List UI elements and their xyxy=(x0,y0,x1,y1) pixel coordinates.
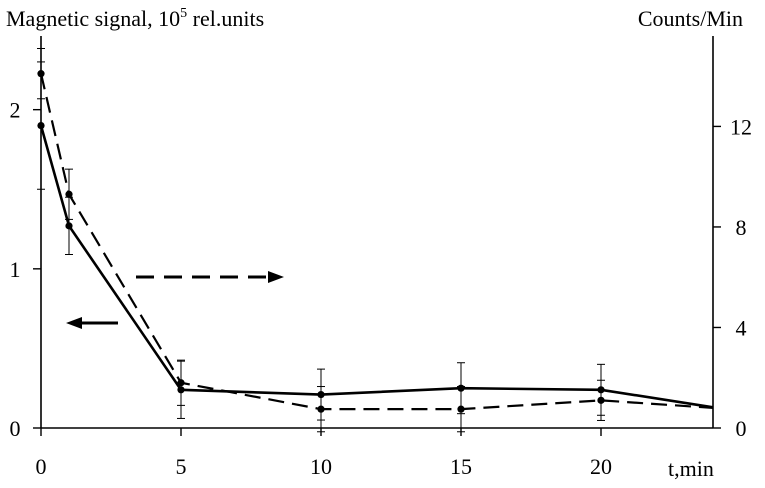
x-tick-label-0: 0 xyxy=(36,454,47,479)
y-left-tick-label-2: 2 xyxy=(10,98,21,123)
y-right-tick-label-12: 12 xyxy=(730,114,752,139)
y-right-tick-label-8: 8 xyxy=(736,215,747,240)
dashed-arrow-head xyxy=(268,271,284,283)
y-right-tick-label-0: 0 xyxy=(736,416,747,441)
series-layer xyxy=(37,48,714,433)
data-point xyxy=(37,70,45,78)
series-line-2-dashed xyxy=(39,73,714,411)
y-left-tick-label-0: 0 xyxy=(10,416,21,441)
x-tick-label-20: 20 xyxy=(590,454,612,479)
data-point xyxy=(65,190,73,198)
y-axis-left-label: Magnetic signal, 105 rel.units xyxy=(6,6,265,31)
series-line-1-solid xyxy=(39,125,714,409)
annotations xyxy=(66,271,284,329)
data-point xyxy=(65,222,73,230)
data-point xyxy=(37,121,45,130)
x-tick-label-5: 5 xyxy=(176,454,187,479)
data-point xyxy=(597,396,605,404)
y-right-tick-label-4: 4 xyxy=(736,315,747,340)
y-left-tick-label-1: 1 xyxy=(10,257,21,282)
solid-arrow-head xyxy=(66,317,82,329)
data-point xyxy=(457,405,465,413)
data-point xyxy=(317,405,325,413)
data-point xyxy=(177,379,185,387)
x-tick-label-15: 15 xyxy=(450,454,472,479)
x-tick-label-10: 10 xyxy=(310,454,332,479)
axes xyxy=(40,36,714,429)
y-axis-right-label: Counts/Min xyxy=(637,6,743,31)
x-axis-label: t,min xyxy=(668,456,714,481)
